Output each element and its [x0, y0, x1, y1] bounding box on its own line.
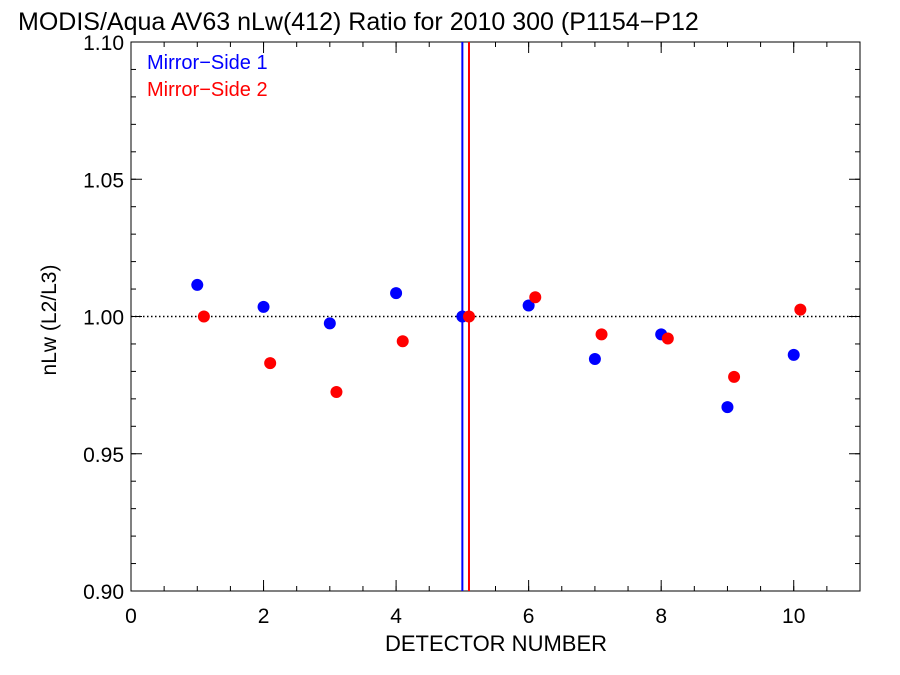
data-point-series-1: [323, 317, 336, 330]
y-tick-label: 1.10: [83, 32, 124, 55]
data-point-series-2: [529, 291, 542, 304]
data-point-series-2: [462, 310, 475, 323]
legend-entry-series-1: Mirror−Side 1: [147, 52, 268, 74]
plot-area: 0 2 4 6 8 10 0.90 0.95 1.00 1.05 1.10 Mirror−Side 1…: [83, 32, 861, 628]
data-point-series-2: [661, 332, 674, 345]
x-tick-label: 0: [125, 605, 137, 628]
x-tick-label: 4: [390, 605, 402, 628]
data-point-series-1: [721, 401, 734, 414]
y-tick-label: 0.90: [83, 581, 124, 604]
y-tick-label: 0.95: [83, 444, 124, 467]
x-tick-label: 8: [655, 605, 667, 628]
data-point-series-1: [390, 287, 403, 300]
x-axis-label: DETECTOR NUMBER: [385, 631, 607, 656]
data-point-series-2: [197, 310, 210, 323]
data-point-series-2: [595, 328, 608, 341]
y-axis-label: nLw (L2/L3): [38, 265, 61, 376]
y-tick-label: 1.00: [83, 307, 124, 330]
data-point-series-2: [728, 370, 741, 383]
data-point-series-2: [794, 303, 807, 316]
chart-title: MODIS/Aqua AV63 nLw(412) Ratio for 2010 …: [18, 8, 699, 36]
data-point-series-2: [396, 335, 409, 348]
data-point-series-2: [330, 385, 343, 398]
data-point-series-1: [257, 300, 270, 313]
x-tick-label: 6: [523, 605, 535, 628]
x-tick-label: 2: [258, 605, 270, 628]
x-tick-label: 10: [782, 605, 805, 628]
data-point-series-1: [191, 278, 204, 291]
data-point-series-1: [522, 299, 535, 312]
data-point-series-2: [264, 357, 277, 370]
data-point-series-1: [588, 353, 601, 366]
data-point-series-1: [787, 348, 800, 361]
legend-entry-series-2: Mirror−Side 2: [147, 79, 268, 101]
y-tick-label: 1.05: [83, 169, 124, 192]
